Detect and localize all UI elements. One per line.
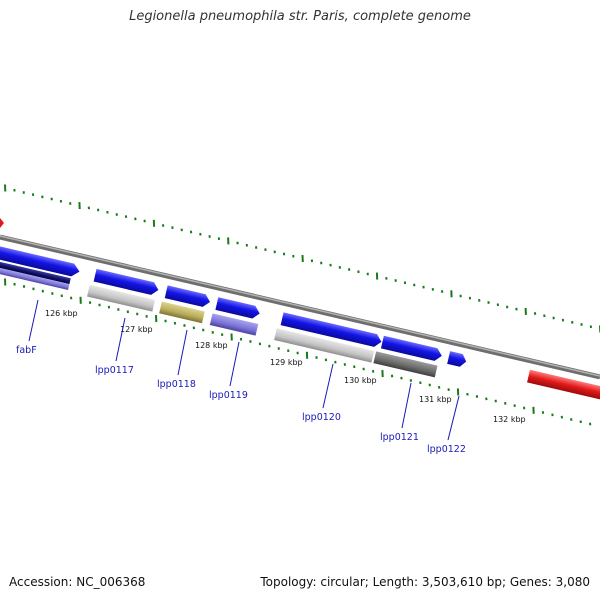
gene-highlight-red[interactable]: [527, 369, 600, 401]
product-box-lpp0117: [87, 284, 156, 312]
product-box-fabF: [0, 264, 70, 290]
gene-label-lpp0122: lpp0122: [427, 444, 466, 455]
ruler-label: 131 kbp: [419, 395, 452, 404]
gene-labels: fabF lpp0117 lpp0118 lpp0119 lpp0120 lpp…: [16, 345, 466, 455]
gene-label-lpp0120: lpp0120: [302, 412, 341, 423]
ruler-label: 127 kbp: [120, 325, 153, 334]
genome-summary-text: Topology: circular; Length: 3,503,610 bp…: [260, 575, 590, 589]
product-box-lpp0119: [209, 313, 259, 336]
gene-arrow-lpp0119[interactable]: [215, 297, 261, 320]
ruler-label: 130 kbp: [344, 376, 377, 385]
map-title: Legionella pneumophila str. Paris, compl…: [129, 9, 471, 24]
outer-tick-ring: [4, 184, 600, 333]
feature-track: [0, 243, 600, 401]
product-box-lpp0121: [373, 351, 438, 378]
gene-arrow-lpp0122[interactable]: [447, 351, 467, 368]
ruler-label: 132 kbp: [493, 415, 526, 424]
gene-arrow-lpp0121[interactable]: [380, 335, 443, 362]
gene-label-lpp0121: lpp0121: [380, 432, 419, 443]
genome-backbone: [0, 234, 600, 380]
ruler-label: 129 kbp: [270, 358, 303, 367]
label-leaders: [28, 299, 460, 441]
product-box-lpp0118: [159, 301, 205, 324]
left-edge-marker: [0, 218, 4, 228]
gene-arrow-fabF[interactable]: [0, 243, 81, 278]
product-box-lpp0120: [274, 328, 375, 363]
inner-tick-ring: [4, 278, 592, 426]
ruler-labels: 126 kbp 127 kbp 128 kbp 129 kbp 130 kbp …: [45, 309, 526, 424]
product-box-fabF-navy: [0, 258, 71, 285]
gene-label-fabF: fabF: [16, 345, 37, 356]
gene-label-lpp0117: lpp0117: [95, 365, 134, 376]
gene-label-lpp0118: lpp0118: [157, 379, 196, 390]
gene-label-lpp0119: lpp0119: [209, 390, 248, 401]
gene-arrow-lpp0120[interactable]: [280, 312, 383, 348]
accession-text: Accession: NC_006368: [9, 575, 146, 589]
gene-arrow-lpp0118[interactable]: [164, 285, 212, 308]
gene-arrow-lpp0117[interactable]: [93, 268, 160, 296]
ruler-label: 128 kbp: [195, 341, 228, 350]
ruler-label: 126 kbp: [45, 309, 78, 318]
